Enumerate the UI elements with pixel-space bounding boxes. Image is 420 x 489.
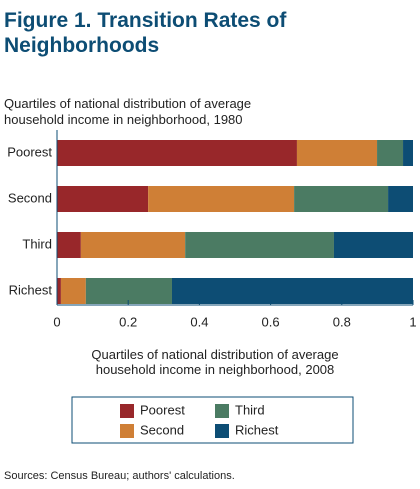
legend-box bbox=[71, 396, 354, 444]
y-tick-label: Third bbox=[22, 236, 52, 251]
source: Sources: Census Bureau; authors' calcula… bbox=[4, 470, 235, 482]
y-tick-label: Second bbox=[8, 190, 52, 205]
legend-swatch bbox=[215, 424, 229, 438]
bar-segment bbox=[57, 278, 61, 304]
bar-segment bbox=[296, 140, 378, 166]
y-axis-title: Quartiles of national distribution of av… bbox=[4, 96, 252, 127]
y-tick-label: Richest bbox=[9, 282, 53, 297]
bar-segment bbox=[80, 232, 186, 258]
x-tick-label: 0 bbox=[53, 314, 60, 329]
bar-segment bbox=[57, 232, 81, 258]
bar-segment bbox=[403, 140, 413, 166]
bar-segment bbox=[377, 140, 404, 166]
x-tick-label: 0.6 bbox=[262, 314, 280, 329]
bar-segment bbox=[57, 186, 149, 212]
bar-segment bbox=[148, 186, 295, 212]
bar-segment bbox=[294, 186, 389, 212]
bar-segment bbox=[57, 140, 297, 166]
legend-label: Poorest bbox=[140, 402, 185, 417]
x-tick-label: 0.4 bbox=[190, 314, 208, 329]
legend-swatch bbox=[120, 424, 134, 438]
x-tick-label: 0.8 bbox=[333, 314, 351, 329]
x-tick-label: 0.2 bbox=[119, 314, 137, 329]
legend-swatch bbox=[120, 404, 134, 418]
bar-segment bbox=[388, 186, 413, 212]
bar-segment bbox=[333, 232, 413, 258]
bar-segment bbox=[171, 278, 413, 304]
legend-label: Third bbox=[235, 402, 265, 417]
chart-title: Figure 1. Transition Rates of Neighborho… bbox=[4, 9, 287, 57]
x-axis-title: Quartiles of national distribution of av… bbox=[91, 347, 339, 377]
x-tick-label: 1 bbox=[409, 314, 416, 329]
bar-segment bbox=[185, 232, 334, 258]
y-tick-label: Poorest bbox=[7, 144, 52, 159]
x-axis-title-box: Quartiles of national distribution of av… bbox=[91, 347, 339, 377]
legend-label: Second bbox=[140, 422, 184, 437]
bar-segment bbox=[85, 278, 172, 304]
legend-swatch bbox=[215, 404, 229, 418]
legend-label: Richest bbox=[235, 422, 279, 437]
bar-segment bbox=[60, 278, 86, 304]
